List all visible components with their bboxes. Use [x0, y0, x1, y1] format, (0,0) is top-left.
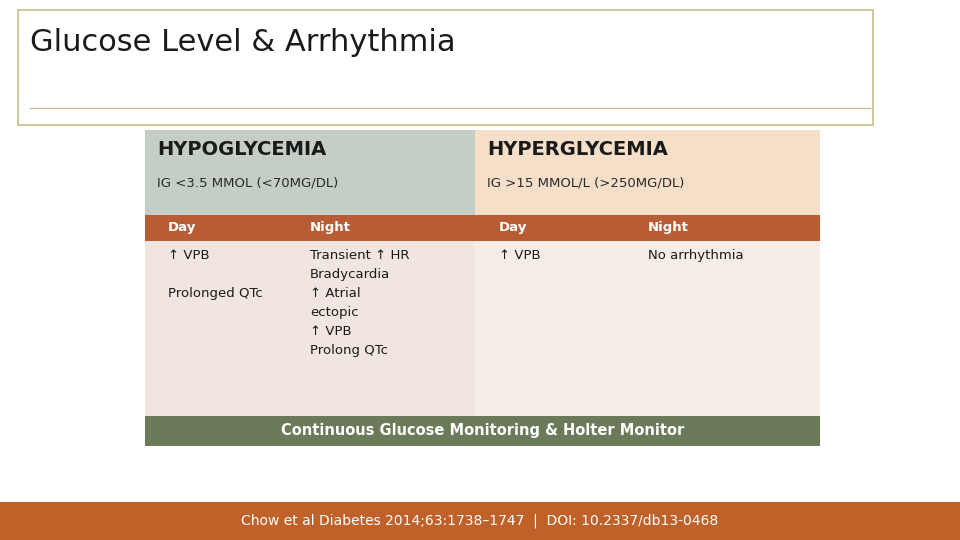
Text: IG >15 MMOL/L (>250MG/DL): IG >15 MMOL/L (>250MG/DL): [487, 176, 684, 189]
FancyBboxPatch shape: [145, 241, 475, 416]
FancyBboxPatch shape: [18, 10, 873, 125]
Text: IG <3.5 MMOL (<70MG/DL): IG <3.5 MMOL (<70MG/DL): [157, 176, 338, 189]
FancyBboxPatch shape: [0, 502, 960, 540]
Text: ↑ VPB: ↑ VPB: [499, 249, 540, 262]
Text: Day: Day: [168, 221, 197, 234]
FancyBboxPatch shape: [145, 130, 475, 215]
Text: ↑ VPB

Prolonged QTc: ↑ VPB Prolonged QTc: [168, 249, 263, 300]
Text: Transient ↑ HR
Bradycardia
↑ Atrial
ectopic
↑ VPB
Prolong QTc: Transient ↑ HR Bradycardia ↑ Atrial ecto…: [310, 249, 410, 357]
Text: HYPOGLYCEMIA: HYPOGLYCEMIA: [157, 140, 326, 159]
Text: Continuous Glucose Monitoring & Holter Monitor: Continuous Glucose Monitoring & Holter M…: [281, 423, 684, 438]
Text: Day: Day: [499, 221, 528, 234]
Text: HYPERGLYCEMIA: HYPERGLYCEMIA: [487, 140, 668, 159]
Text: Glucose Level & Arrhythmia: Glucose Level & Arrhythmia: [30, 28, 456, 57]
FancyBboxPatch shape: [475, 130, 820, 215]
FancyBboxPatch shape: [145, 416, 820, 446]
Text: Night: Night: [310, 221, 350, 234]
Text: No arrhythmia: No arrhythmia: [647, 249, 743, 262]
Text: Night: Night: [647, 221, 688, 234]
FancyBboxPatch shape: [145, 215, 475, 241]
FancyBboxPatch shape: [475, 215, 820, 241]
Text: Chow et al Diabetes 2014;63:1738–1747  |  DOI: 10.2337/db13-0468: Chow et al Diabetes 2014;63:1738–1747 | …: [241, 514, 719, 528]
FancyBboxPatch shape: [475, 241, 820, 416]
